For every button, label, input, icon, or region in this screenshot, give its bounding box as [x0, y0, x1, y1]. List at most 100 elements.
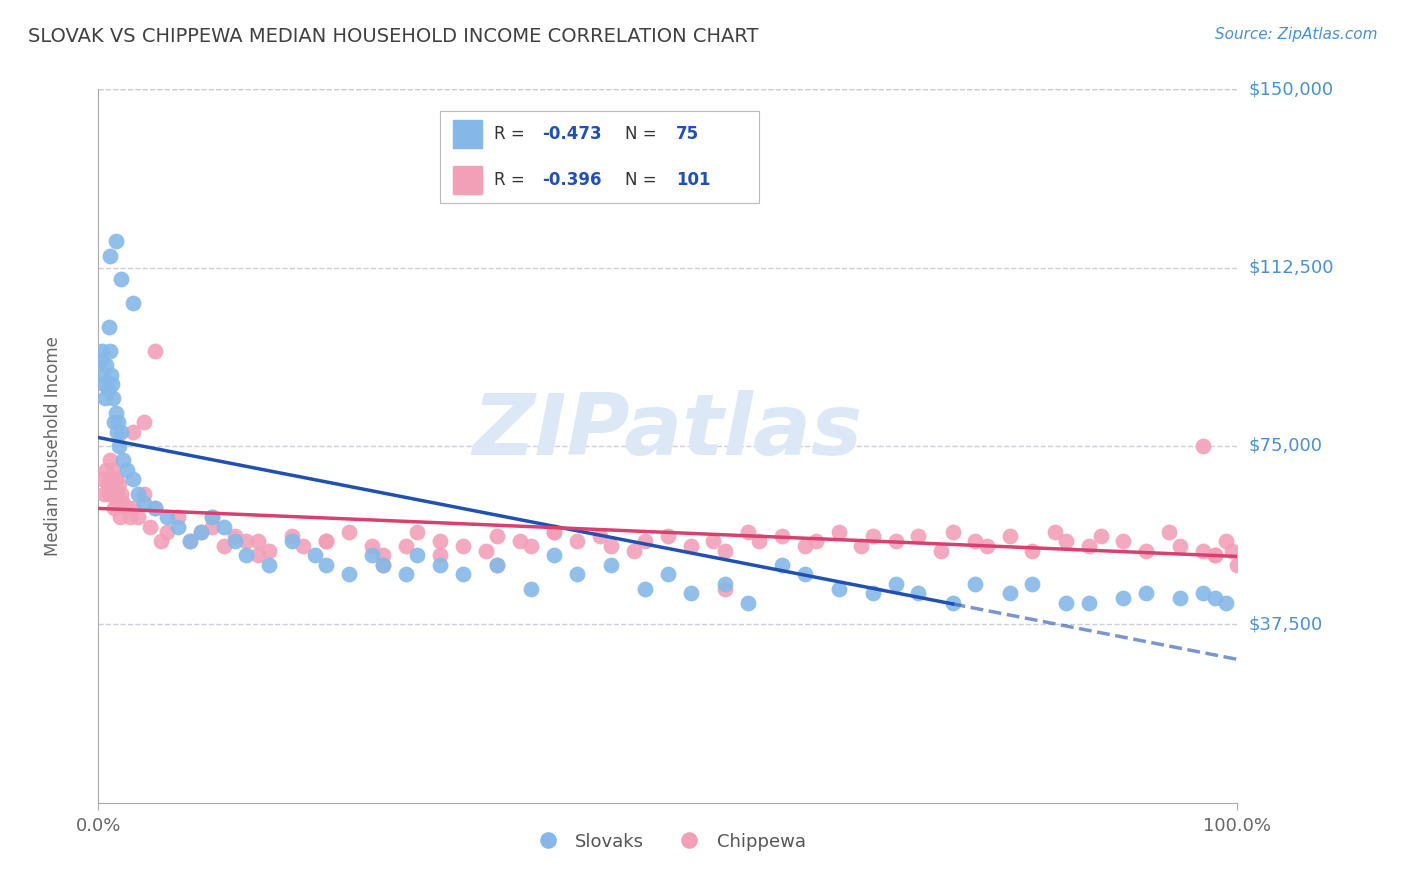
Point	[406, 524, 429, 539]
Point	[101, 486, 124, 500]
Point	[862, 586, 884, 600]
Text: Median Household Income: Median Household Income	[44, 336, 62, 556]
Point	[1170, 591, 1192, 606]
Point	[395, 539, 418, 553]
Point	[770, 529, 793, 543]
Point	[965, 534, 987, 549]
Point	[737, 596, 759, 610]
Point	[132, 496, 155, 510]
Point	[998, 529, 1021, 543]
Point	[600, 539, 623, 553]
Point	[520, 539, 543, 553]
Point	[429, 534, 451, 549]
Point	[679, 539, 702, 553]
Point	[679, 586, 702, 600]
Point	[565, 567, 588, 582]
Point	[1112, 534, 1135, 549]
Point	[509, 534, 531, 549]
Point	[120, 510, 142, 524]
Point	[907, 586, 929, 600]
Text: SLOVAK VS CHIPPEWA MEDIAN HOUSEHOLD INCOME CORRELATION CHART: SLOVAK VS CHIPPEWA MEDIAN HOUSEHOLD INCO…	[28, 27, 759, 45]
Point	[235, 549, 257, 563]
Legend: Slovaks, Chippewa: Slovaks, Chippewa	[523, 826, 813, 858]
Point	[1043, 524, 1066, 539]
Point	[828, 582, 851, 596]
Point	[167, 520, 190, 534]
Point	[714, 577, 737, 591]
Point	[121, 500, 143, 515]
Point	[1056, 534, 1078, 549]
Point	[1192, 439, 1215, 453]
Point	[451, 567, 474, 582]
Point	[429, 549, 451, 563]
Text: $37,500: $37,500	[1249, 615, 1323, 633]
Point	[793, 567, 815, 582]
Point	[103, 392, 125, 406]
Point	[93, 377, 115, 392]
Point	[474, 543, 496, 558]
Point	[1078, 596, 1101, 610]
Point	[907, 529, 929, 543]
Point	[91, 368, 114, 382]
Point	[828, 524, 851, 539]
Point	[132, 486, 155, 500]
Point	[657, 529, 679, 543]
Point	[145, 500, 167, 515]
Point	[1135, 543, 1157, 558]
Point	[246, 534, 269, 549]
Point	[121, 472, 143, 486]
Point	[543, 549, 565, 563]
Point	[246, 549, 269, 563]
Point	[748, 534, 770, 549]
Point	[281, 534, 304, 549]
Point	[145, 343, 167, 358]
Point	[96, 477, 118, 491]
Point	[588, 529, 610, 543]
Point	[315, 534, 337, 549]
Point	[862, 529, 884, 543]
Point	[224, 529, 246, 543]
Point	[104, 235, 127, 249]
Point	[212, 520, 235, 534]
Point	[360, 549, 382, 563]
Point	[179, 534, 201, 549]
Point	[804, 534, 827, 549]
Point	[112, 496, 135, 510]
Point	[190, 524, 212, 539]
Point	[93, 486, 115, 500]
Point	[543, 524, 565, 539]
Point	[520, 582, 543, 596]
Point	[167, 510, 190, 524]
Point	[1090, 529, 1112, 543]
Point	[98, 453, 121, 467]
Point	[103, 500, 125, 515]
Text: $112,500: $112,500	[1249, 259, 1334, 277]
Point	[90, 353, 112, 368]
Point	[1021, 543, 1043, 558]
Point	[714, 582, 737, 596]
Point	[292, 539, 315, 553]
Point	[281, 529, 304, 543]
Point	[96, 382, 118, 396]
Point	[942, 524, 965, 539]
Point	[600, 558, 623, 572]
Point	[224, 534, 246, 549]
Point	[104, 472, 127, 486]
Point	[98, 249, 121, 263]
Point	[371, 549, 394, 563]
Point	[145, 500, 167, 515]
Point	[100, 472, 122, 486]
Point	[90, 472, 112, 486]
Point	[190, 524, 212, 539]
Text: $75,000: $75,000	[1249, 437, 1323, 455]
Point	[371, 558, 394, 572]
Point	[108, 439, 131, 453]
Point	[101, 377, 124, 392]
Point	[259, 558, 281, 572]
Point	[714, 543, 737, 558]
Point	[1192, 543, 1215, 558]
Point	[100, 368, 122, 382]
Text: $150,000: $150,000	[1249, 80, 1333, 98]
Point	[929, 543, 952, 558]
Point	[103, 415, 125, 429]
